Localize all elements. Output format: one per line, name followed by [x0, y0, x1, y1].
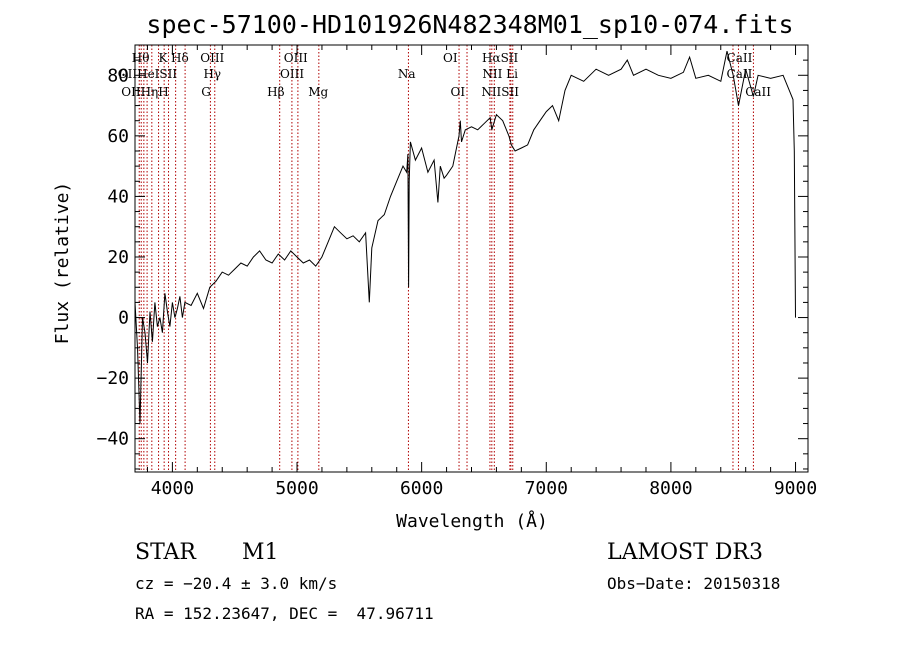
line-label: Hδ — [171, 51, 189, 65]
x-axis-title: Wavelength (Å) — [396, 510, 548, 532]
line-label: Hθ — [132, 51, 150, 65]
y-tick-label: 60 — [107, 126, 129, 147]
line-label: OI — [451, 85, 466, 99]
y-tick-label: 40 — [107, 186, 129, 207]
axis-ticks: 4000 5000 6000 7000 8000 9000 −40 −20 0 20 40 60 80 — [96, 44, 817, 499]
y-tick-label: 80 — [107, 65, 129, 86]
line-label: OIII — [280, 67, 304, 81]
y-axis-title: Flux (relative) — [52, 182, 73, 345]
x-tick-label: 6000 — [400, 478, 443, 499]
line-label: OIII — [200, 51, 224, 65]
line-label: OI — [443, 51, 458, 65]
x-tick-label: 9000 — [774, 478, 817, 499]
line-label: K — [159, 51, 169, 65]
y-tick-label: 0 — [118, 308, 129, 329]
line-label: NII Li — [482, 67, 518, 81]
line-label: Na — [398, 67, 416, 81]
y-tick-label: −40 — [96, 429, 129, 450]
line-labels: Hθ K Hδ OIII OIII OI HαSII CaII OIIHeISII Hγ OIII N… — [118, 51, 772, 99]
line-label: OIIHeISII — [118, 67, 178, 81]
x-tick-label: 4000 — [151, 478, 194, 499]
line-label: HαSII — [482, 51, 519, 65]
survey-name: LAMOST DR3 — [607, 540, 763, 565]
line-label: Hγ — [203, 67, 221, 81]
line-label: NIISII — [481, 85, 519, 99]
chart-title: spec-57100-HD101926N482348M01_sp10-074.f… — [146, 10, 793, 39]
line-label: G — [201, 85, 211, 99]
object-subclass: M1 — [242, 540, 279, 565]
plot-frame — [134, 44, 809, 473]
redshift-cz: cz = −20.4 ± 3.0 km/s — [135, 574, 338, 593]
line-label: Hβ — [267, 85, 284, 99]
y-tick-label: 20 — [107, 247, 129, 268]
x-tick-label: 7000 — [525, 478, 568, 499]
y-tick-label: −20 — [96, 368, 129, 389]
line-markers — [138, 45, 754, 472]
plot-axes — [134, 44, 809, 473]
line-label: CaII — [727, 67, 753, 81]
line-label: OIII — [284, 51, 308, 65]
line-label: OIIHηH — [121, 85, 168, 99]
line-label: CaII — [727, 51, 753, 65]
object-class: STAR — [135, 540, 196, 565]
line-label: CaII — [745, 85, 771, 99]
spectrum-line — [134, 50, 796, 424]
x-tick-label: 8000 — [649, 478, 692, 499]
observation-date: Obs−Date: 20150318 — [607, 574, 781, 593]
line-label: Mg — [308, 85, 328, 99]
coordinates: RA = 152.23647, DEC = 47.96711 — [135, 604, 434, 623]
x-tick-label: 5000 — [275, 478, 318, 499]
spectrum-series — [134, 50, 796, 424]
